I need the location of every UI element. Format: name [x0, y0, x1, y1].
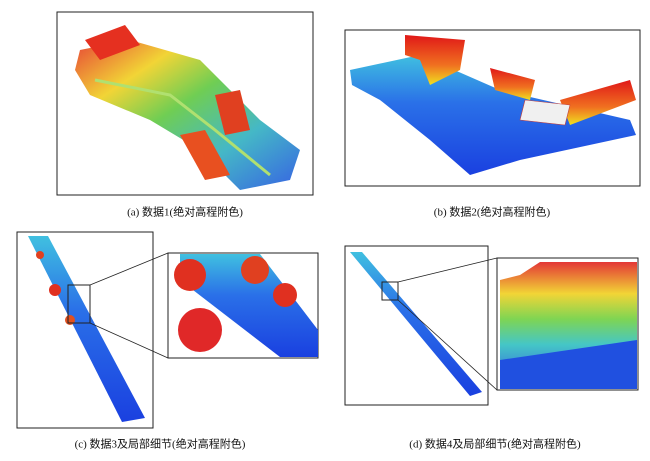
panel-d: (d) 数据4及局部细节(绝对高程附色) [344, 245, 639, 451]
panel-a: (a) 数据1(绝对高程附色) [56, 11, 314, 219]
caption: (a) 数据1(绝对高程附色) [127, 205, 243, 219]
panel-b: (b) 数据2(绝对高程附色) [344, 29, 641, 219]
tree-points [49, 284, 61, 296]
point-cloud [28, 236, 145, 422]
detail-points [500, 340, 637, 389]
tree-points [174, 259, 206, 291]
caption: (d) 数据4及局部细节(绝对高程附色) [409, 437, 581, 451]
building-points [85, 25, 140, 60]
tree-points [241, 256, 269, 284]
building-points [405, 35, 465, 85]
leader-line [89, 322, 169, 359]
tree-points [36, 251, 44, 259]
leader-line [397, 257, 498, 283]
building-points [519, 99, 571, 126]
panel-c: (c) 数据3及局部细节(绝对高程附色) [16, 231, 319, 451]
point-cloud [350, 252, 482, 396]
building-points [560, 80, 636, 125]
tree-points [273, 283, 297, 307]
caption: (c) 数据3及局部细节(绝对高程附色) [75, 437, 246, 451]
building-points [215, 90, 250, 135]
point-cloud [350, 55, 636, 175]
building-points [490, 68, 535, 100]
detail-box [381, 281, 399, 301]
leader-line [397, 299, 498, 391]
leader-line [89, 252, 169, 286]
caption: (b) 数据2(绝对高程附色) [434, 205, 551, 219]
building-points [180, 130, 230, 180]
detail-box [67, 284, 91, 324]
road [94, 78, 271, 177]
detail-points [180, 254, 318, 357]
tree-points [178, 308, 222, 352]
